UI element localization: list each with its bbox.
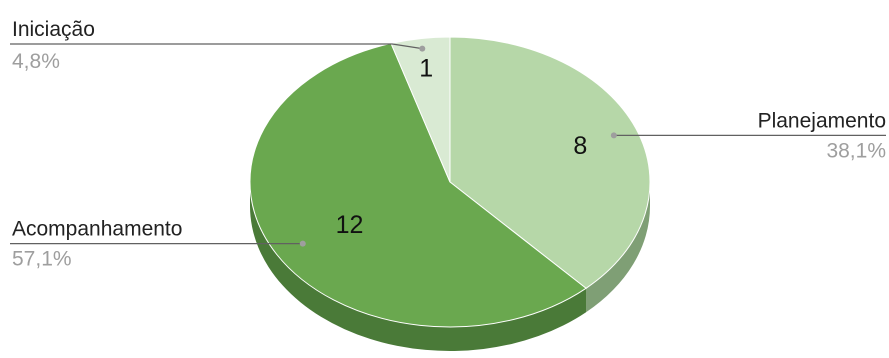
slice-labels: 8 12 1 Planejamento 38,1% Acompanhamento… [12,18,886,271]
slice-acompanhamento [249,42,587,328]
slice-percent-label-acompanhamento: 57,1% [12,248,72,271]
slice-category-label-planejamento: Planejamento [758,109,886,132]
leader-lines [10,43,886,247]
slice-value-label-acompanhamento: 12 [336,211,364,239]
slice-category-label-iniciacao: Iniciação [12,18,95,41]
slice-value-label-iniciacao: 1 [419,54,433,82]
slice-side-planejamento [586,182,650,313]
slice-category-label-acompanhamento: Acompanhamento [12,218,182,241]
leader-line-iniciacao [10,43,423,50]
slice-planejamento [449,36,651,289]
leader-dot-acompanhamento [299,240,306,247]
slice-percent-label-planejamento: 38,1% [826,139,886,162]
slice-value-label-planejamento: 8 [573,132,587,160]
slice-percent-label-iniciacao: 4,8% [12,50,60,73]
pie-3d-sides [250,182,650,351]
slice-side-acompanhamento [250,182,587,351]
pie-slices [249,36,651,328]
leader-dot-planejamento [610,132,617,139]
leader-dot-iniciacao [419,45,426,52]
